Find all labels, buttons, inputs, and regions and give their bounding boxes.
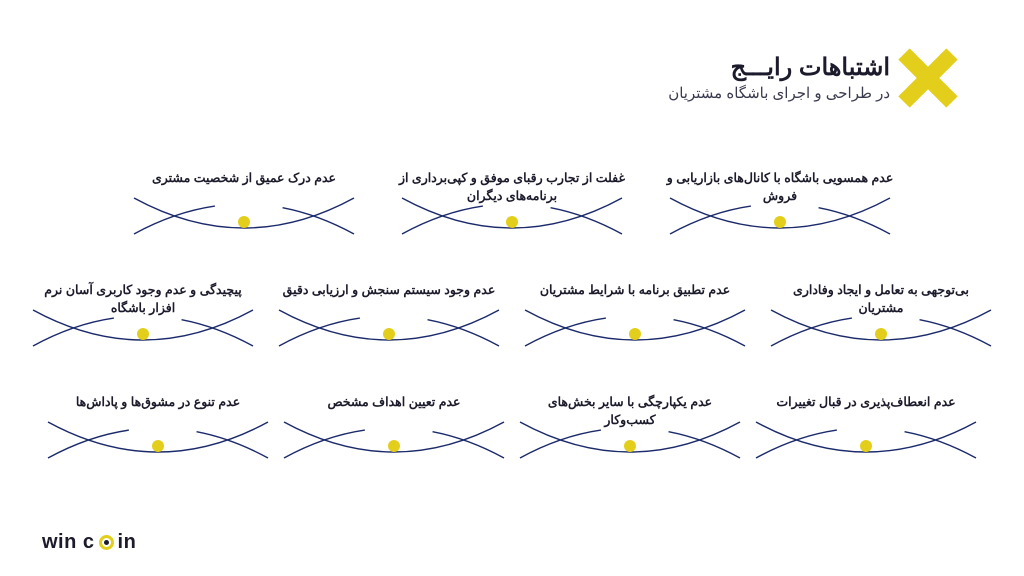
- logo-text-1: win c: [42, 531, 95, 554]
- grid-cell: عدم وجود سیستم سنجش و ارزیابی دقیق: [276, 282, 502, 352]
- grid-cell: پیچیدگی و عدم وجود کاربری آسان نرم افزار…: [30, 282, 256, 352]
- grid-row-0: عدم درک عمیق از شخصیت مشتری غفلت از تجار…: [30, 170, 994, 240]
- cell-label: عدم تنوع در مشوق‌ها و پاداش‌ها: [50, 394, 266, 412]
- dot-icon: [388, 440, 400, 452]
- grid-cell: بی‌توجهی به تعامل و ایجاد وفاداری مشتریا…: [768, 282, 994, 352]
- cell-label: غفلت از تجارب رقبای موفق و کپی‌برداری از…: [388, 170, 636, 205]
- cell-label: عدم تطبیق برنامه با شرایط مشتریان: [522, 282, 748, 300]
- brand-logo: win c in: [42, 531, 136, 554]
- coin-icon: [99, 535, 114, 550]
- x-mark-icon: [898, 48, 958, 108]
- dot-icon: [238, 216, 250, 228]
- grid-cell: عدم انعطاف‌پذیری در قبال تغییرات: [758, 394, 974, 464]
- grid-cell: عدم درک عمیق از شخصیت مشتری: [120, 170, 368, 240]
- dot-icon: [506, 216, 518, 228]
- title-block: اشتباهات رایـــج در طراحی و اجرای باشگاه…: [668, 54, 890, 103]
- dot-icon: [383, 328, 395, 340]
- grid-row-2: عدم تنوع در مشوق‌ها و پاداش‌ها عدم تعیین…: [30, 394, 994, 464]
- grid-cell: غفلت از تجارب رقبای موفق و کپی‌برداری از…: [388, 170, 636, 240]
- dot-icon: [152, 440, 164, 452]
- page-header: اشتباهات رایـــج در طراحی و اجرای باشگاه…: [668, 48, 958, 108]
- page-title: اشتباهات رایـــج: [668, 54, 890, 83]
- dot-icon: [875, 328, 887, 340]
- page-subtitle: در طراحی و اجرای باشگاه مشتریان: [668, 84, 890, 102]
- cell-label: عدم وجود سیستم سنجش و ارزیابی دقیق: [276, 282, 502, 300]
- dot-icon: [774, 216, 786, 228]
- mistakes-grid: عدم درک عمیق از شخصیت مشتری غفلت از تجار…: [0, 170, 1024, 506]
- dot-icon: [860, 440, 872, 452]
- dot-icon: [137, 328, 149, 340]
- dot-icon: [629, 328, 641, 340]
- cell-label: عدم درک عمیق از شخصیت مشتری: [120, 170, 368, 188]
- cell-label: بی‌توجهی به تعامل و ایجاد وفاداری مشتریا…: [768, 282, 994, 317]
- grid-cell: عدم تعیین اهداف مشخص: [286, 394, 502, 464]
- grid-row-1: پیچیدگی و عدم وجود کاربری آسان نرم افزار…: [30, 282, 994, 352]
- cell-label: عدم تعیین اهداف مشخص: [286, 394, 502, 412]
- cell-label: پیچیدگی و عدم وجود کاربری آسان نرم افزار…: [30, 282, 256, 317]
- dot-icon: [624, 440, 636, 452]
- grid-cell: عدم تطبیق برنامه با شرایط مشتریان: [522, 282, 748, 352]
- cell-label: عدم یکپارچگی با سایر بخش‌های کسب‌وکار: [522, 394, 738, 429]
- cell-label: عدم انعطاف‌پذیری در قبال تغییرات: [758, 394, 974, 412]
- grid-cell: عدم همسویی باشگاه با کانال‌های بازاریابی…: [656, 170, 904, 240]
- grid-cell: عدم تنوع در مشوق‌ها و پاداش‌ها: [50, 394, 266, 464]
- cell-label: عدم همسویی باشگاه با کانال‌های بازاریابی…: [656, 170, 904, 205]
- grid-cell: عدم یکپارچگی با سایر بخش‌های کسب‌وکار: [522, 394, 738, 464]
- logo-text-2: in: [118, 531, 137, 554]
